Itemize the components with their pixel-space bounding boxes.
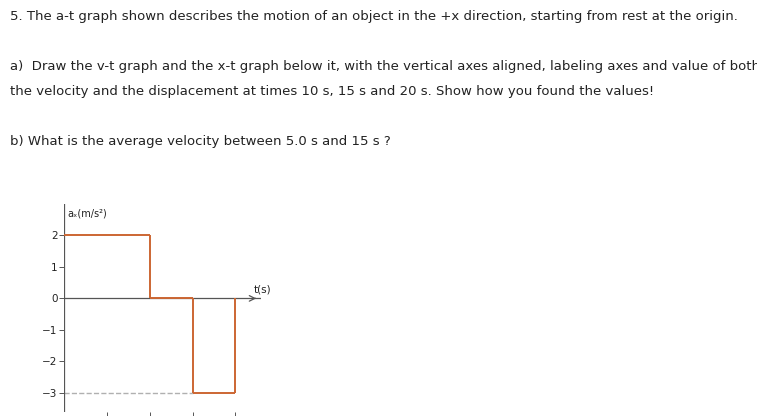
- Text: aₓ(m/s²): aₓ(m/s²): [67, 208, 107, 218]
- Text: the velocity and the displacement at times 10 s, 15 s and 20 s. Show how you fou: the velocity and the displacement at tim…: [10, 85, 654, 98]
- Text: 5. The a-t graph shown describes the motion of an object in the +x direction, st: 5. The a-t graph shown describes the mot…: [10, 10, 738, 23]
- Text: a)  Draw the v-t graph and the x-t graph below it, with the vertical axes aligne: a) Draw the v-t graph and the x-t graph …: [10, 60, 757, 73]
- Text: b) What is the average velocity between 5.0 s and 15 s ?: b) What is the average velocity between …: [10, 135, 391, 148]
- Text: t(s): t(s): [254, 285, 271, 295]
